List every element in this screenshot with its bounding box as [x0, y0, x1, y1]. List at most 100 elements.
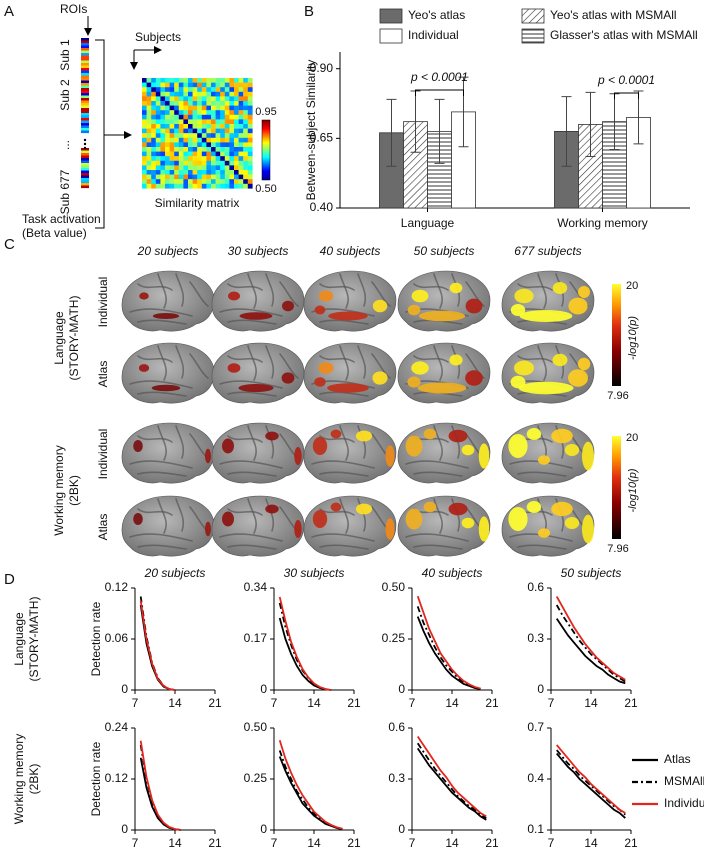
matrix-cell: [178, 110, 184, 115]
x-tick-label: 7: [548, 836, 555, 850]
strip-cell: [81, 85, 89, 89]
matrix-cell: [206, 142, 212, 148]
matrix-cell: [151, 101, 156, 106]
matrix-cell: [211, 82, 216, 88]
matrix-cell: [183, 119, 189, 125]
matrix-cell: [224, 114, 230, 120]
matrix-cell: [215, 165, 221, 171]
strip-cell: [81, 130, 89, 134]
sulcus: [219, 460, 283, 469]
matrix-cell: [211, 170, 216, 175]
matrix-cell: [238, 151, 244, 157]
sulcus: [319, 435, 355, 443]
matrix-cell: [234, 101, 239, 106]
matrix-cell: [178, 78, 184, 83]
sulcus: [175, 345, 185, 379]
matrix-cell: [178, 124, 184, 129]
matrix-cell: [234, 119, 239, 125]
matrix-cell: [201, 165, 207, 171]
matrix-cell: [146, 87, 152, 92]
activation-blob: [551, 428, 573, 444]
matrix-cell: [178, 174, 184, 180]
sulcus: [357, 273, 367, 307]
sulcus: [227, 355, 263, 363]
line-series: [416, 595, 481, 690]
matrix-cell: [174, 91, 179, 97]
activation-blob: [514, 360, 534, 376]
strip-cell: [81, 75, 89, 79]
activation-blob: [519, 310, 573, 322]
activation-blob: [449, 354, 463, 366]
matrix-cell: [201, 156, 207, 161]
matrix-cell: [192, 142, 198, 148]
matrix-cell: [247, 105, 253, 111]
matrix-cell: [247, 87, 253, 92]
sulcus: [129, 460, 193, 469]
sulcus: [265, 273, 275, 307]
matrix-cell: [146, 142, 152, 148]
matrix-cell: [183, 142, 189, 148]
matrix-cell: [238, 124, 244, 129]
matrix-cell: [146, 128, 152, 134]
x-tick-label: 21: [347, 696, 361, 710]
matrix-cell: [224, 133, 230, 138]
matrix-cell: [151, 160, 156, 166]
strip-cell: [81, 115, 89, 119]
activation-blob: [138, 364, 150, 372]
matrix-cell: [206, 165, 212, 171]
matrix-cell: [197, 133, 202, 138]
strip-cell: [81, 118, 89, 121]
matrix-cell: [215, 160, 221, 166]
bracket: [95, 39, 105, 229]
matrix-cell: [142, 87, 147, 92]
matrix-cell: [243, 183, 248, 189]
matrix-cell: [224, 105, 230, 111]
matrix-cell: [247, 124, 253, 129]
matrix-cell: [197, 124, 202, 129]
matrix-cell: [224, 156, 230, 161]
matrix-cell: [215, 96, 221, 102]
sulcus: [339, 273, 349, 309]
activation-blob: [205, 521, 211, 537]
brain-surface: [501, 270, 595, 332]
sulcus: [137, 283, 173, 291]
activation-blob: [577, 357, 591, 371]
colorbar-title: -log10(p): [627, 468, 639, 512]
legend-label: Glasser's atlas with MSMAll: [550, 28, 698, 42]
legend-swatch: [521, 8, 545, 24]
strip-cell: [81, 123, 89, 126]
matrix-cell: [155, 147, 161, 152]
matrix-cell: [197, 142, 202, 148]
activation-blob: [423, 501, 437, 513]
matrix-cell: [183, 137, 189, 143]
matrix-cell: [201, 119, 207, 125]
strip-cell: [81, 45, 89, 49]
matrix-title: Similarity matrix: [155, 196, 240, 210]
brain-surface: [397, 342, 491, 404]
sulcus: [279, 353, 299, 379]
activation-blob: [372, 371, 388, 385]
activation-blob: [526, 428, 542, 440]
matrix-cell: [188, 142, 193, 148]
matrix-cell: [197, 78, 202, 83]
task-label: (Beta value): [22, 226, 87, 240]
matrix-cell: [220, 133, 225, 138]
strip-cell: [81, 103, 89, 106]
y-tick-label: 0.90: [310, 61, 334, 75]
matrix-cell: [201, 82, 207, 88]
row-label: (2BK): [27, 764, 41, 795]
matrix-cell: [243, 114, 248, 120]
matrix-cell: [220, 128, 225, 134]
error-bar: [434, 98, 445, 164]
legend-label: MSMAll: [664, 774, 704, 788]
matrix-cell: [169, 183, 175, 189]
sulcus: [137, 544, 187, 550]
matrix-cell: [238, 165, 244, 171]
strip-cell: [81, 40, 89, 44]
sulcus: [319, 544, 369, 550]
matrix-cell: [229, 137, 235, 143]
matrix-cell: [142, 128, 147, 134]
sulcus: [339, 498, 349, 534]
matrix-cell: [178, 114, 184, 120]
activation-blob: [564, 444, 580, 456]
